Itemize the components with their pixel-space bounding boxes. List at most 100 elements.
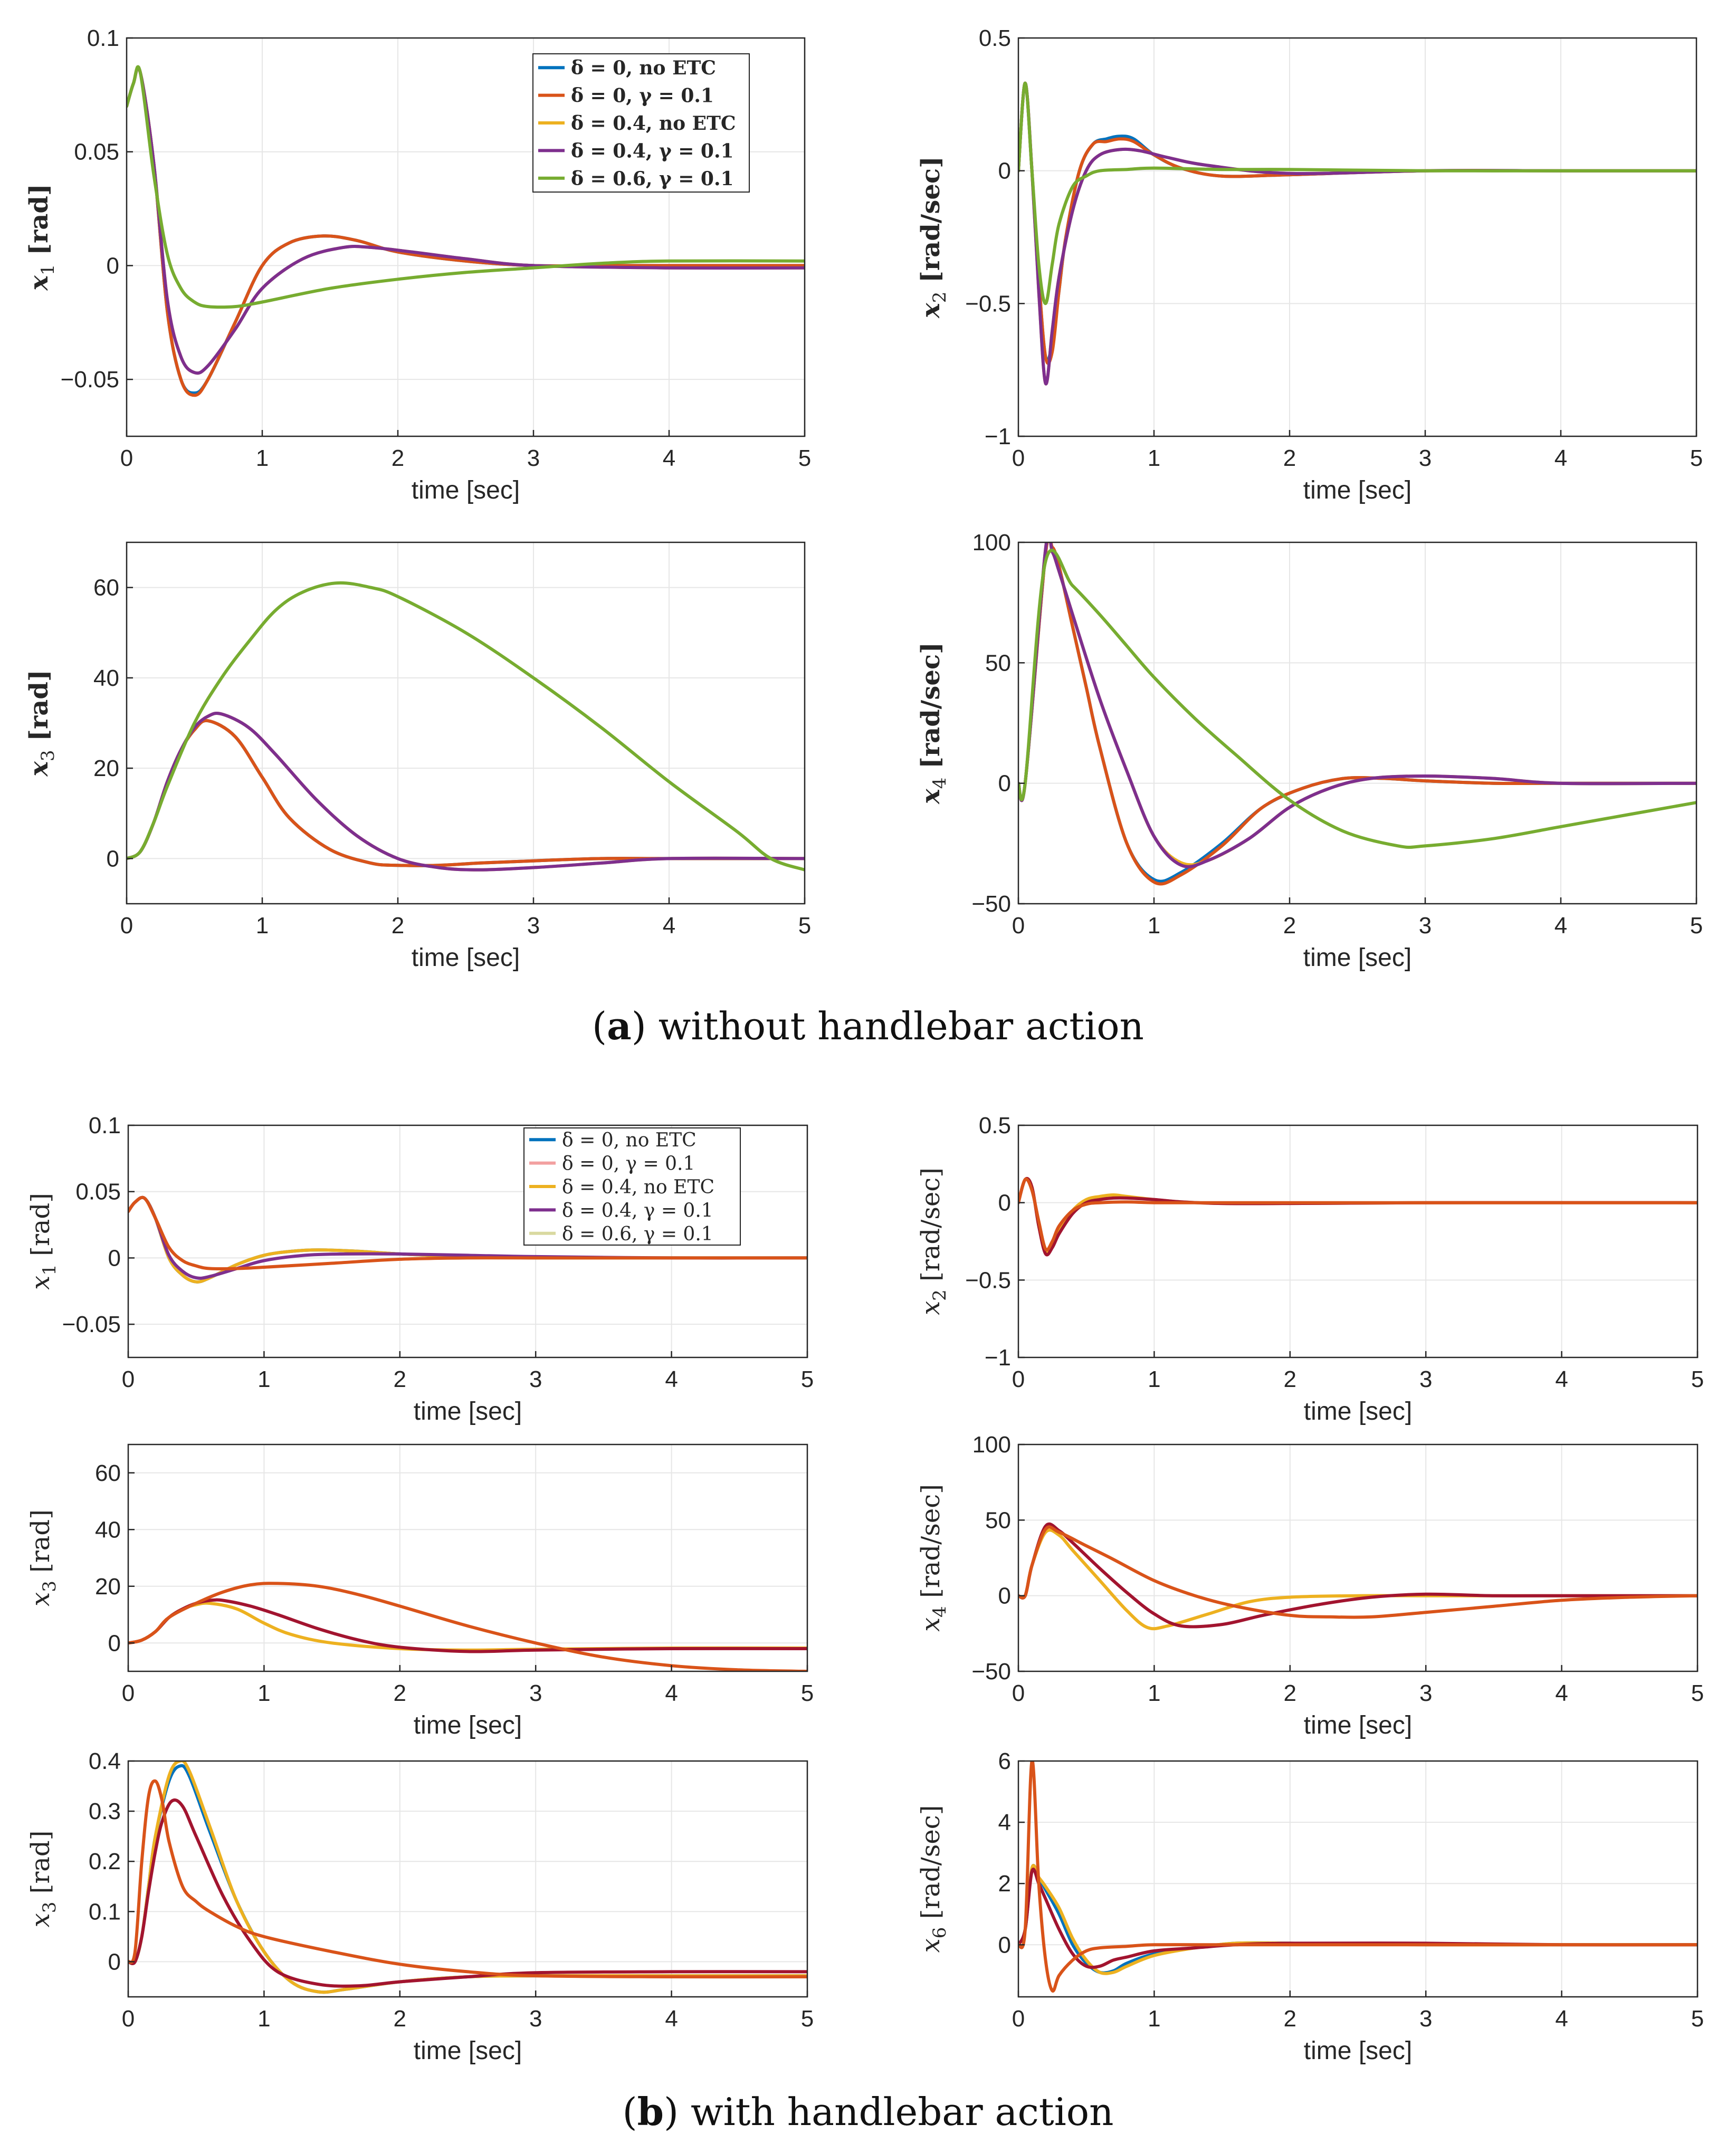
y-tick-label: −0.5: [965, 1267, 1011, 1293]
plot-area: [128, 1761, 807, 1997]
legend-label: δ = 0.6, γ = 0.1: [571, 168, 734, 190]
y-tick-label: 20: [95, 1574, 121, 1600]
plot-area: [128, 1444, 807, 1671]
caption-a-letter: a: [607, 1003, 632, 1048]
x-tick-label: 4: [663, 445, 675, 471]
y-label-unit: [rad]: [26, 1831, 55, 1902]
y-axis-label: x1 [rad]: [24, 184, 59, 291]
y-tick-label: 0.1: [89, 1899, 121, 1925]
caption-a: (a) without handlebar action: [592, 1003, 1144, 1048]
plot-area: [1018, 1125, 1697, 1357]
x-tick-label: 4: [663, 913, 675, 939]
series-group: [128, 1761, 807, 1994]
y-tick-label: 4: [998, 1810, 1011, 1835]
y-label-var: x: [916, 1618, 946, 1632]
y-label-var: x: [916, 302, 946, 319]
series-group: [1018, 542, 1696, 886]
axes-box: [126, 541, 806, 905]
y-axis-label: x2 [rad/sec]: [916, 156, 950, 319]
x-tick-label: 5: [801, 1680, 814, 1706]
caption-b-text: with handlebar action: [690, 2090, 1114, 2134]
y-label-unit: [rad/sec]: [916, 1484, 946, 1606]
x-tick-label: 4: [1555, 1680, 1568, 1706]
y-label-var: x: [916, 1301, 946, 1315]
y-tick-label: −50: [971, 1659, 1011, 1685]
y-tick-label: 0.2: [89, 1849, 121, 1874]
y-tick-label: 0.3: [89, 1798, 121, 1824]
y-tick-label: −50: [971, 891, 1011, 917]
series-line-4: [128, 1195, 807, 1271]
y-label-var: x: [916, 1938, 946, 1953]
y-tick-label: 0: [998, 158, 1011, 184]
x-tick-label: 2: [394, 1680, 406, 1706]
series-group: [127, 65, 805, 397]
y-label-subscript: 6: [929, 1927, 950, 1939]
x-tick-label: 4: [1554, 913, 1567, 939]
x-tick-label: 3: [527, 913, 540, 939]
y-label-subscript: 3: [39, 1581, 60, 1592]
axes-box: [127, 1124, 808, 1358]
y-tick-label: 0.1: [89, 1113, 121, 1138]
y-tick-label: −1: [985, 1345, 1011, 1371]
series-group: [1018, 1176, 1697, 1257]
x-tick-label: 5: [1690, 445, 1703, 471]
y-label-subscript: 3: [37, 750, 59, 761]
y-label-var: x: [26, 1913, 55, 1927]
series-line-5: [127, 65, 805, 309]
y-tick-label: 40: [95, 1517, 121, 1543]
x-tick-label: 4: [1555, 1366, 1568, 1392]
x-tick-label: 4: [1554, 445, 1567, 471]
axes-box: [1017, 1124, 1699, 1358]
x-tick-label: 0: [120, 913, 133, 939]
y-axis-label: x4 [rad/sec]: [916, 1484, 950, 1632]
x-tick-label: 1: [257, 1366, 270, 1392]
series-group: [1018, 1761, 1697, 1993]
series-line-3: [128, 1798, 807, 1988]
y-label-var: x: [24, 761, 54, 777]
x-axis-label: time [sec]: [412, 476, 520, 504]
x-tick-label: 0: [1012, 1680, 1025, 1706]
x-tick-label: 3: [1419, 2006, 1432, 2032]
y-tick-label: 50: [985, 1507, 1011, 1533]
x-tick-label: 2: [392, 445, 404, 471]
legend-label: δ = 0.4, no ETC: [571, 112, 736, 135]
series-line-4: [127, 711, 805, 872]
y-tick-label: 0.1: [87, 25, 119, 51]
y-label-subscript: 2: [929, 292, 950, 303]
axes-box: [127, 1760, 808, 1998]
axes-box: [1017, 1443, 1699, 1672]
plot-area: [1018, 38, 1696, 436]
y-label-subscript: 1: [37, 264, 59, 275]
y-tick-label: 20: [93, 755, 119, 781]
series-group: [1018, 1522, 1697, 1631]
x-tick-label: 5: [1690, 913, 1703, 939]
y-tick-label: 50: [985, 650, 1011, 676]
x-tick-label: 0: [122, 2006, 135, 2032]
axes-box: [1017, 1760, 1699, 1998]
y-tick-label: 0.5: [979, 25, 1011, 51]
x-tick-label: 1: [257, 1680, 270, 1706]
legend-label: δ = 0, γ = 0.1: [571, 85, 714, 107]
y-tick-label: 40: [93, 665, 119, 691]
y-axis-label: x3 [rad]: [26, 1831, 60, 1928]
legend-box: [532, 53, 750, 193]
y-tick-label: 0: [108, 1630, 121, 1656]
x-tick-label: 0: [1012, 445, 1025, 471]
x-tick-label: 5: [1691, 2006, 1704, 2032]
x-tick-label: 2: [1283, 913, 1296, 939]
x-tick-label: 3: [529, 1680, 542, 1706]
x-tick-label: 5: [798, 913, 811, 939]
caption-a-text: without handlebar action: [658, 1004, 1144, 1048]
y-tick-label: −0.05: [61, 367, 119, 393]
legend-box: [523, 1127, 741, 1246]
y-axis-label: x3 [rad]: [24, 669, 59, 777]
plot-area: [1018, 1444, 1697, 1671]
legend-label: δ = 0.4, no ETC: [562, 1176, 714, 1198]
